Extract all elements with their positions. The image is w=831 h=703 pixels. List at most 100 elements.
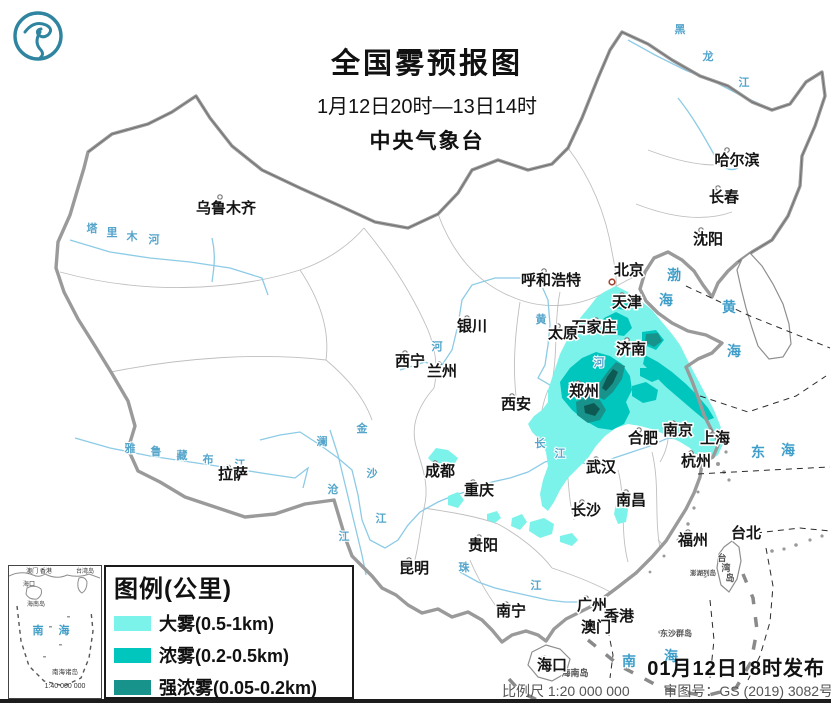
city-dot <box>731 528 737 534</box>
china-landmass <box>56 32 825 642</box>
river-label: 龙 <box>702 49 714 63</box>
fog-areas <box>428 286 725 546</box>
city-label: 广州 <box>577 596 607 614</box>
river-label: 河 <box>594 355 605 369</box>
issue-time: 01月12日18时发布 <box>647 658 825 680</box>
city-dot <box>623 489 629 495</box>
city-dot <box>621 608 627 614</box>
inset-sea-label: 南 海 <box>32 623 75 637</box>
river-label: 沙 <box>367 467 378 480</box>
legend-row-dawu: 大雾(0.5-1km) <box>114 610 344 636</box>
city-label: 石家庄 <box>570 318 616 336</box>
city-label: 兰州 <box>427 362 457 380</box>
city-label: 长春 <box>709 188 739 206</box>
city-label: 哈尔滨 <box>714 151 759 169</box>
river-label: 河 <box>149 232 160 246</box>
city-label: 乌鲁木齐 <box>196 199 257 217</box>
cma-swirl-icon <box>23 22 53 60</box>
city-label: 合肥 <box>627 429 658 447</box>
city-label: 成都 <box>425 462 455 480</box>
city-dot <box>587 620 593 626</box>
city-label: 杭州 <box>681 452 711 470</box>
city-label: 昆明 <box>399 560 429 577</box>
city-dot <box>715 185 721 191</box>
valid-period: 1月12日20时—13日14时 <box>316 96 538 118</box>
fog-level1-swatch <box>114 615 151 631</box>
city-dot <box>503 601 509 607</box>
river-label: 黄 <box>536 312 547 326</box>
fog-level1-label: 大雾(0.5-1km) <box>159 614 275 634</box>
city-label: 武汉 <box>586 458 617 476</box>
south-china-sea-inset: 南 海 澳门 香港 台湾岛 海口 海南岛 南海诸岛 1:40 000 000 <box>8 565 102 699</box>
city-label: 长沙 <box>571 501 601 519</box>
review-number: 审图号：GS (2019) 3082号 <box>663 683 831 699</box>
city-dot <box>707 428 713 434</box>
city-label: 澳门 <box>581 618 611 636</box>
river-label: 布 <box>203 452 214 466</box>
river-label: 江 <box>376 511 387 525</box>
city-label: 福州 <box>677 531 708 549</box>
legend-row-qiangnongwu: 强浓雾(0.05-0.2km) <box>114 674 344 700</box>
city-label: 南昌 <box>616 491 646 509</box>
map-scale: 比例尺 1:20 000 000 <box>502 683 630 699</box>
city-dot <box>225 464 231 470</box>
legend-title: 图例(公里) <box>114 576 232 603</box>
river-label: 塔 <box>87 221 99 235</box>
maritime-boundaries <box>507 285 831 703</box>
river-label: 鲁 <box>151 444 162 458</box>
river-label: 江 <box>555 446 566 460</box>
island-label: 台 <box>717 552 726 563</box>
city-label: 南京 <box>663 421 693 439</box>
city-label: 贵阳 <box>468 536 498 554</box>
city-label: 拉萨 <box>218 465 248 483</box>
sea-label: 东 <box>751 444 765 460</box>
legend-box: 图例(公里) 大雾(0.5-1km) 浓雾(0.2-0.5km) 强浓雾(0.0… <box>104 565 354 699</box>
scale-and-review: 比例尺 1:20 000 000 审图号：GS (2019) 3082号 <box>502 681 831 701</box>
fog-level2-label: 浓雾(0.2-0.5km) <box>159 646 290 666</box>
taiwan-island <box>716 540 742 593</box>
sea-labels: 渤海 黄海东 海南海 <box>621 266 797 671</box>
city-dot <box>509 393 515 399</box>
city-dot <box>432 460 438 466</box>
city-dot <box>402 350 408 356</box>
city-dot <box>636 427 642 433</box>
city-label: 郑州 <box>569 382 599 400</box>
river-label: 木 <box>126 229 139 243</box>
city-dot <box>688 450 694 456</box>
river-label: 藏 <box>177 448 188 462</box>
title-block: 全国雾预报图 1月12日20时—13日14时 中央气象台 <box>227 40 627 155</box>
fog-level2-swatch <box>114 647 151 663</box>
city-dot <box>593 317 599 323</box>
city-label: 西宁 <box>395 352 425 370</box>
island-label: 东沙群岛 <box>660 628 692 638</box>
island-label: 岛 <box>725 572 734 583</box>
province-borders <box>59 147 751 613</box>
city-label: 上海 <box>700 429 730 447</box>
city-label: 太原 <box>548 324 578 342</box>
inset-label-haikou: 海口 <box>23 580 35 588</box>
city-label: 天津 <box>612 293 642 311</box>
city-dot <box>541 268 547 274</box>
city-label: 济南 <box>616 340 646 358</box>
fog-level3-label: 强浓雾(0.05-0.2km) <box>159 678 318 698</box>
sea-label: 南 <box>622 653 636 669</box>
city-label: 香港 <box>604 607 635 625</box>
city-dot <box>575 380 581 386</box>
sea-label: 黄 <box>722 299 736 315</box>
sea-label: 渤 <box>667 267 681 283</box>
city-dot <box>724 147 730 153</box>
city-dot <box>555 323 561 329</box>
coastal-islands <box>648 450 824 634</box>
river-label: 金 <box>356 421 369 435</box>
city-dot <box>608 278 616 286</box>
sea-label: 海 <box>727 343 741 359</box>
city-dot <box>619 292 625 298</box>
island-label: 澎湖列岛 <box>690 568 717 577</box>
city-label: 重庆 <box>464 481 494 499</box>
legend-row-nongwu: 浓雾(0.2-0.5km) <box>114 642 344 668</box>
inset-scale: 1:40 000 000 <box>45 683 86 690</box>
inset-label-taiwan: 台湾岛 <box>76 567 94 575</box>
